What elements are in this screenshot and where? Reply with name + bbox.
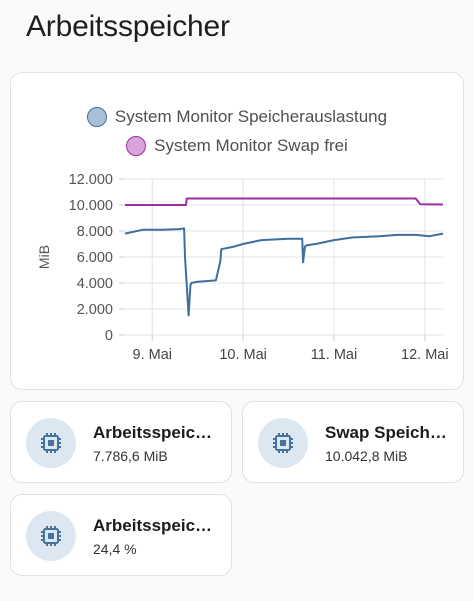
tile-title: Arbeitsspeic… [93,516,213,535]
memory-percent-tile[interactable]: Arbeitsspeic… 24,4 % [10,494,232,576]
tile-title: Arbeitsspeic… [93,423,213,442]
memory-chart-card[interactable]: System Monitor Speicherauslastung System… [10,72,464,390]
legend-swatch-swap-free [126,136,147,156]
line-chart[interactable]: 12.000 10.000 8.000 6.000 4.000 2.000 0 9. Mai 1… [11,73,463,389]
x-tick-label: 9. Mai [133,347,173,363]
y-tick-label: 6.000 [77,250,113,266]
y-tick-label: 2.000 [77,302,113,318]
y-tick-label: 12.000 [69,172,113,188]
memory-chip-icon [273,433,293,453]
swap-memory-tile[interactable]: Swap Speich… 10.042,8 MiB [242,401,464,483]
memory-chip-icon [41,433,61,453]
x-tick-label: 12. Mai [401,347,449,363]
memory-chip-icon-badge [26,418,76,468]
legend-item-memory-usage[interactable]: System Monitor Speicherauslastung [11,107,463,127]
y-axis-label: MiB [36,245,52,269]
tile-value: 7.786,6 MiB [93,448,168,464]
tile-title: Swap Speich… [325,423,447,442]
x-tick-label: 11. Mai [311,347,357,363]
y-tick-label: 4.000 [77,276,113,292]
page-title: Arbeitsspeicher [26,10,230,43]
memory-chip-icon [41,526,61,546]
y-tick-label: 10.000 [69,198,113,214]
memory-chip-icon-badge [26,511,76,561]
legend-item-swap-free[interactable]: System Monitor Swap frei [11,136,463,156]
legend-swatch-memory-usage [86,107,107,127]
memory-chip-icon-badge [258,418,308,468]
memory-usage-tile[interactable]: Arbeitsspeic… 7.786,6 MiB [10,401,232,483]
series-line-memory-usage[interactable] [124,227,444,317]
series-line-swap-free[interactable] [125,197,444,206]
y-tick-label: 8.000 [77,224,113,240]
y-tick-label: 0 [105,328,113,344]
tile-value: 24,4 % [93,541,137,557]
x-tick-label: 10. Mai [219,347,267,363]
tile-value: 10.042,8 MiB [325,448,408,464]
legend-label-swap-free: System Monitor Swap frei [154,136,348,155]
legend-label-memory-usage: System Monitor Speicherauslastung [114,107,388,126]
